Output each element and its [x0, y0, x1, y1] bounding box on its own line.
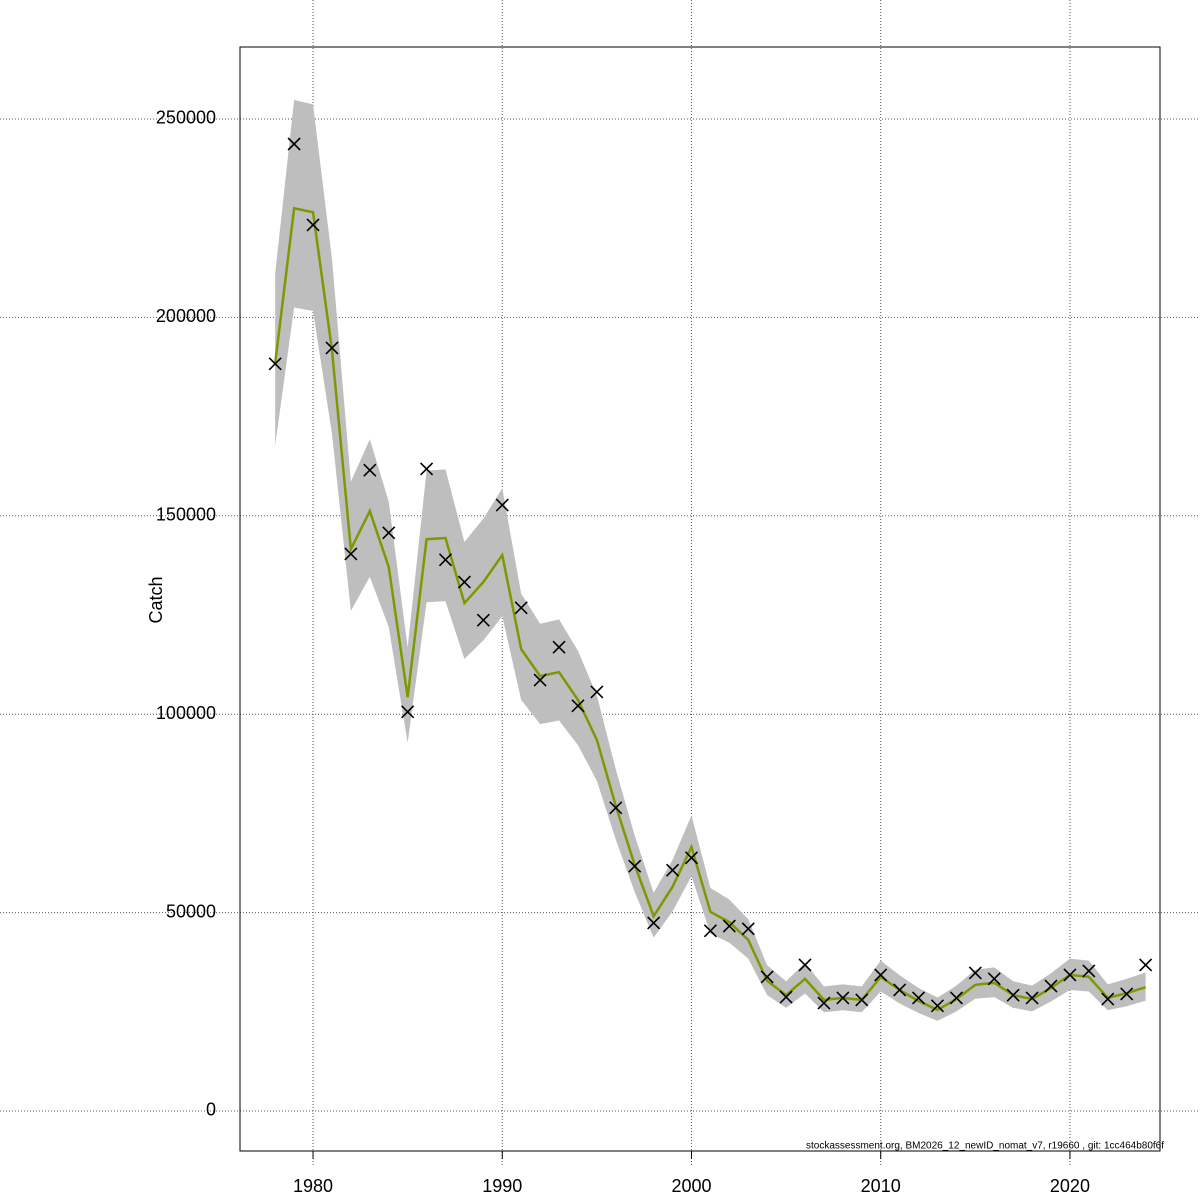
observed-point	[1101, 992, 1115, 1006]
observed-point	[722, 919, 736, 933]
observed-point	[874, 968, 888, 982]
observed-point	[363, 463, 377, 477]
observed-point	[855, 993, 869, 1007]
y-tick-label: 50000	[166, 901, 216, 921]
y-tick-label: 100000	[156, 703, 216, 723]
estimate-line	[273, 206, 1146, 1012]
observed-point	[665, 863, 680, 877]
observed-point	[1120, 987, 1134, 1001]
y-tick-label: 200000	[156, 306, 216, 326]
observed-point	[401, 705, 415, 719]
observed-point	[268, 357, 282, 371]
x-tick-label: 1990	[482, 1176, 522, 1196]
observed-point	[779, 990, 793, 1004]
observed-point	[628, 859, 642, 873]
observed-point	[930, 999, 945, 1013]
x-tick-label: 2000	[671, 1176, 711, 1196]
observed-point	[1025, 991, 1039, 1005]
observed-point	[1006, 988, 1020, 1002]
observed-point	[703, 924, 717, 938]
observed-point	[438, 553, 453, 567]
observed-point	[344, 547, 358, 561]
observed-point	[741, 922, 755, 936]
observed-point	[893, 983, 907, 997]
observed-point	[609, 801, 623, 815]
observed-point	[647, 916, 661, 930]
observed-point	[987, 972, 1001, 986]
observed-point	[287, 137, 301, 151]
observed-point	[382, 526, 396, 540]
y-tick-label: 250000	[156, 108, 216, 128]
observed-point	[571, 699, 585, 713]
observed-point	[760, 970, 774, 984]
x-tick-label: 2010	[861, 1176, 901, 1196]
observed-point	[457, 575, 471, 589]
observed-point	[1082, 964, 1096, 978]
observed-point	[1044, 979, 1058, 993]
observed-point	[476, 613, 490, 627]
observed-point	[911, 991, 926, 1005]
confidence-band	[275, 99, 1146, 1021]
x-tick-label: 2020	[1050, 1176, 1090, 1196]
observed-point	[836, 991, 850, 1005]
footer-text: stockassessment.org, BM2026_12_newID_nom…	[806, 1141, 1164, 1152]
observed-point	[798, 958, 812, 972]
x-tick-label: 1980	[293, 1176, 333, 1196]
observed-point	[1063, 968, 1077, 982]
observed-point	[533, 673, 547, 687]
observed-point	[590, 685, 604, 699]
observed-point	[968, 966, 982, 980]
observed-point	[325, 341, 339, 355]
y-tick-label: 0	[206, 1100, 216, 1120]
observed-point	[514, 601, 528, 615]
observed-point	[495, 498, 509, 512]
observed-point	[552, 640, 566, 654]
observed-point	[420, 462, 434, 476]
plot-frame	[239, 46, 1161, 1152]
y-axis-label: Catch	[146, 576, 166, 623]
y-tick-label: 150000	[156, 505, 216, 525]
observed-point	[684, 851, 699, 865]
observed-point	[1139, 958, 1153, 972]
observed-point	[817, 996, 831, 1010]
observed-point	[949, 991, 963, 1005]
observed-point	[306, 218, 320, 232]
